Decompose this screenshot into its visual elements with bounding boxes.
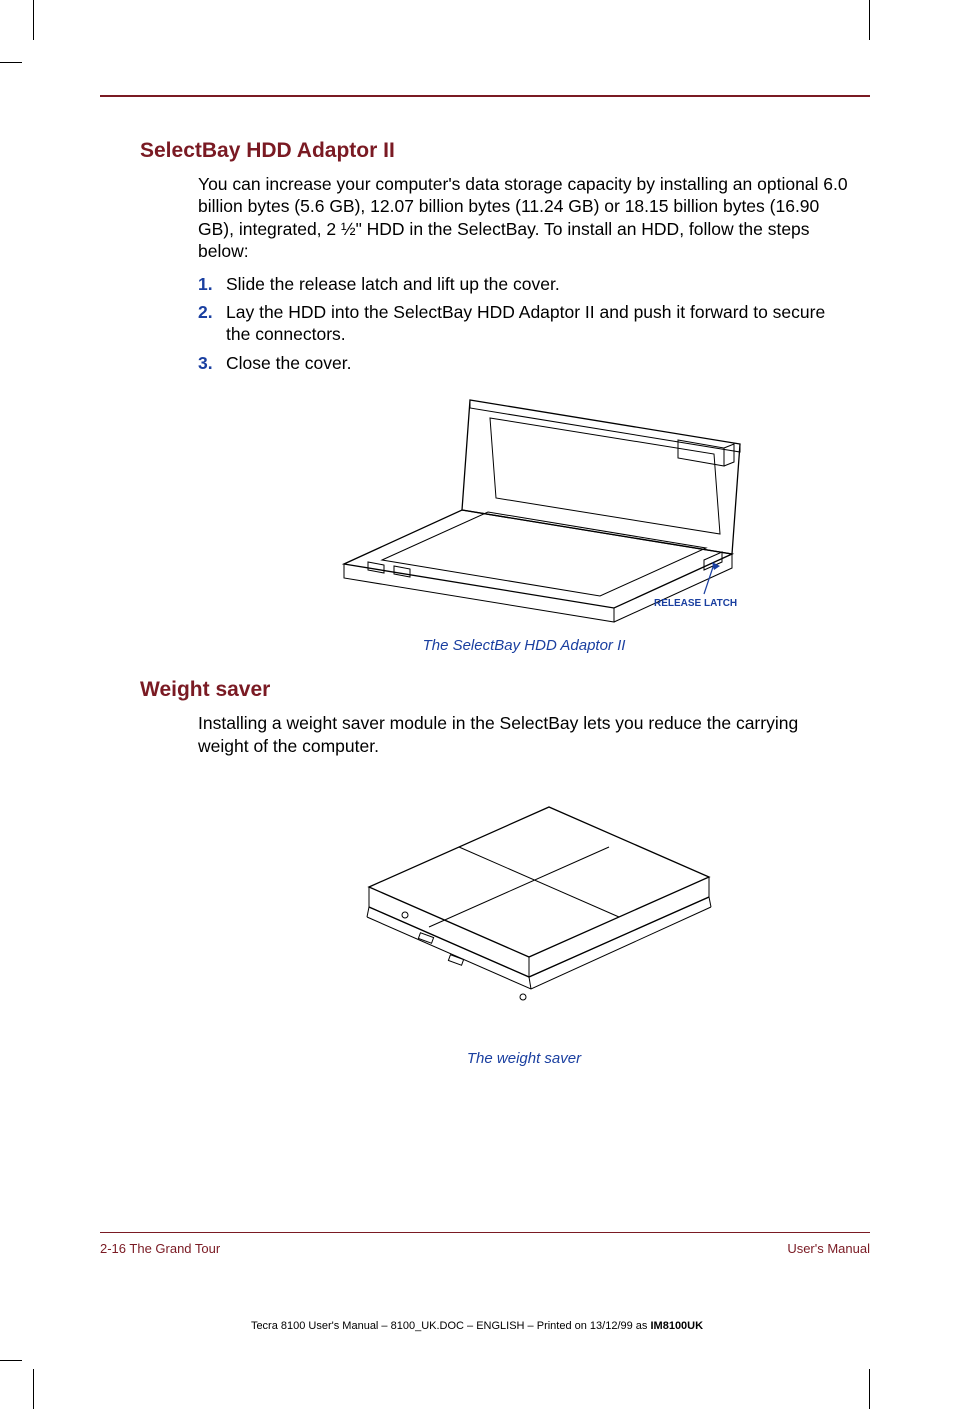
top-rule — [100, 95, 870, 97]
step-number: 2. — [198, 301, 226, 346]
step-number: 3. — [198, 352, 226, 374]
page-footer: 2-16 The Grand Tour User's Manual — [100, 1232, 870, 1256]
section2-heading: Weight saver — [140, 678, 870, 702]
step-number: 1. — [198, 273, 226, 295]
release-latch-label: RELEASE LATCH — [654, 598, 737, 609]
footer-left: 2-16 The Grand Tour — [100, 1241, 220, 1256]
imprint-line: Tecra 8100 User's Manual – 8100_UK.DOC –… — [0, 1320, 954, 1332]
imprint-prefix: Tecra 8100 User's Manual – 8100_UK.DOC –… — [251, 1320, 651, 1332]
figure2-caption: The weight saver — [198, 1050, 850, 1067]
figure1: RELEASE LATCH — [198, 384, 850, 629]
weight-saver-illustration — [309, 767, 739, 1037]
step-text: Slide the release latch and lift up the … — [226, 273, 560, 295]
figure2 — [198, 767, 850, 1042]
section1-steps: 1.Slide the release latch and lift up th… — [198, 273, 850, 375]
footer-rule — [100, 1232, 870, 1233]
footer-right: User's Manual — [787, 1241, 870, 1256]
section1-heading: SelectBay HDD Adaptor II — [140, 139, 870, 163]
page-content: SelectBay HDD Adaptor II You can increas… — [100, 95, 870, 1091]
section2-body: Installing a weight saver module in the … — [198, 712, 850, 1067]
figure1-caption: The SelectBay HDD Adaptor II — [198, 637, 850, 654]
step-item: 2.Lay the HDD into the SelectBay HDD Ada… — [198, 301, 850, 346]
step-text: Lay the HDD into the SelectBay HDD Adapt… — [226, 301, 850, 346]
section1-intro: You can increase your computer's data st… — [198, 173, 850, 263]
step-item: 3.Close the cover. — [198, 352, 850, 374]
section2-intro: Installing a weight saver module in the … — [198, 712, 850, 757]
step-item: 1.Slide the release latch and lift up th… — [198, 273, 850, 295]
step-text: Close the cover. — [226, 352, 351, 374]
imprint-bold: IM8100UK — [650, 1320, 703, 1332]
hdd-adaptor-illustration: RELEASE LATCH — [274, 384, 774, 624]
section1-body: You can increase your computer's data st… — [198, 173, 850, 654]
